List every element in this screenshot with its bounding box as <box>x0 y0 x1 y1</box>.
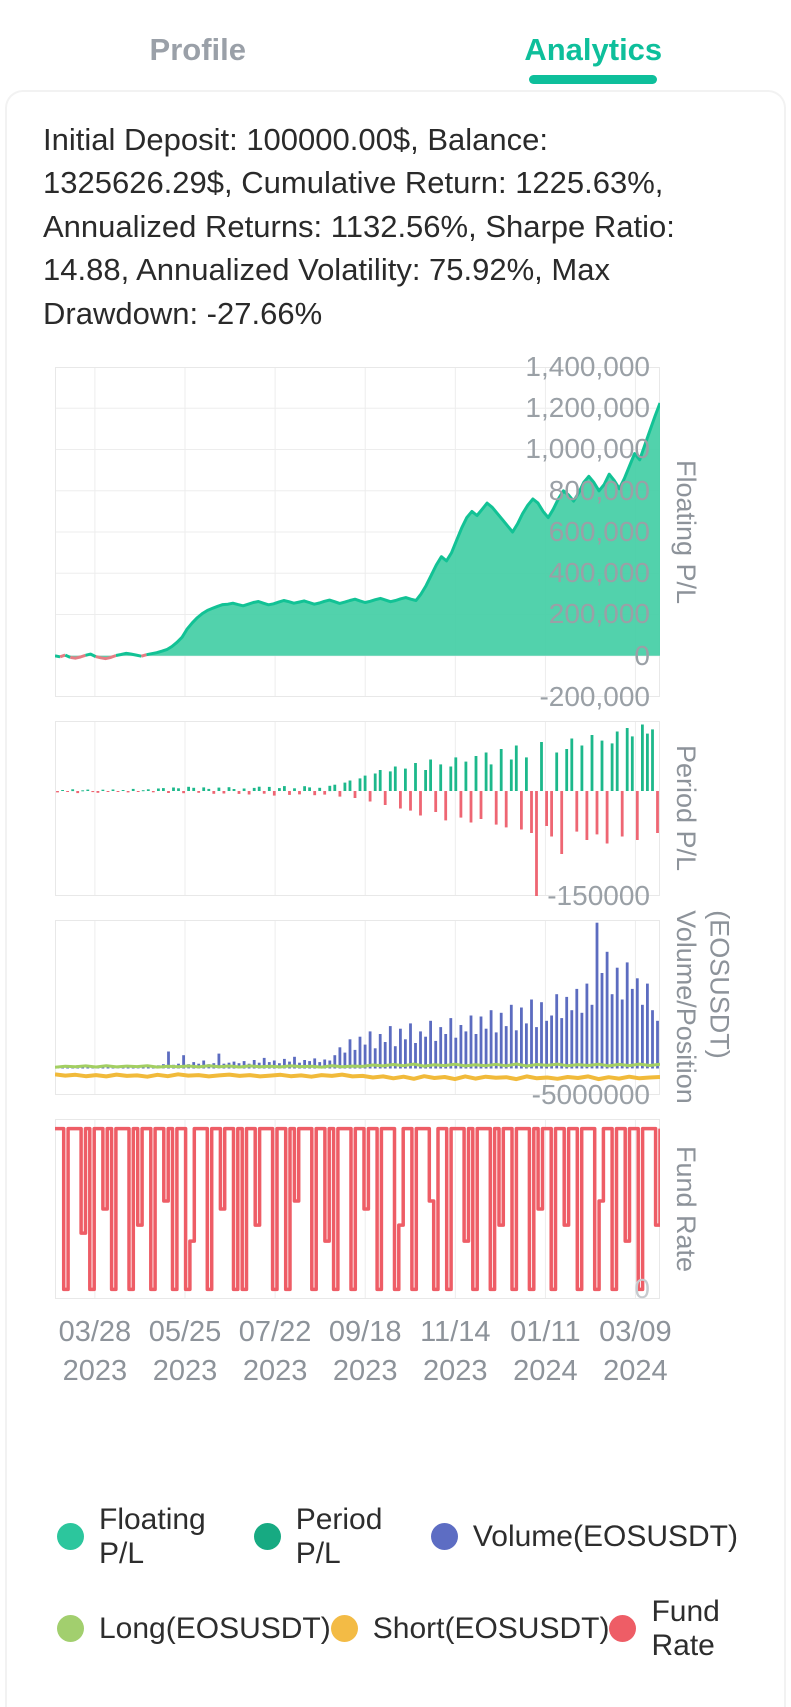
legend-item-period-p-l[interactable]: Period P/L <box>254 1503 431 1571</box>
active-tab-underline <box>529 75 657 84</box>
legend-item-short-eosusdt-[interactable]: Short(EOSUSDT) <box>331 1595 610 1663</box>
y-tick-label: 1,200,000 <box>525 392 650 424</box>
y-tick-label: 1,400,000 <box>525 351 650 383</box>
legend-label: Floating P/L <box>99 1503 254 1571</box>
tab-analytics[interactable]: Analytics <box>396 32 791 68</box>
y-tick-label: -200,000 <box>539 681 650 713</box>
legend-dot <box>57 1615 84 1642</box>
y-tick-label: 600,000 <box>549 516 650 548</box>
tab-profile[interactable]: Profile <box>0 32 396 68</box>
legend-label: Period P/L <box>296 1503 431 1571</box>
legend-label: Fund Rate <box>651 1595 738 1663</box>
tab-profile-label: Profile <box>150 32 246 67</box>
legend-dot <box>57 1523 84 1550</box>
legend-label: Short(EOSUSDT) <box>373 1612 610 1646</box>
legend-dot <box>331 1615 358 1642</box>
y-tick-label: 400,000 <box>549 557 650 589</box>
tab-analytics-label: Analytics <box>524 32 662 67</box>
chart-fund-rate: 0 Fund Rate <box>55 1119 660 1299</box>
legend-dot <box>431 1523 458 1550</box>
chart-volume-position: -5000000 Volume/Position(EOSUSDT) <box>55 920 660 1095</box>
legend-dot <box>254 1523 281 1550</box>
legend-row-1: Floating P/L Period P/L Volume(EOSUSDT) <box>57 1503 738 1571</box>
y-tick-label: -5000000 <box>532 1079 650 1111</box>
floating-pl-axis-title: Floating P/L <box>668 460 702 604</box>
y-tick-label: 0 <box>634 1273 650 1305</box>
y-tick-label: 1,000,000 <box>525 433 650 465</box>
legend-dot <box>609 1615 636 1642</box>
chart-legend: Floating P/L Period P/L Volume(EOSUSDT) Lo… <box>7 1503 784 1663</box>
tab-bar: Profile Analytics <box>0 0 791 90</box>
y-tick-label: -150000 <box>547 880 650 912</box>
period-pl-axis-title: Period P/L <box>668 745 702 871</box>
volume-position-axis-title: Volume/Position(EOSUSDT) <box>668 911 736 1105</box>
volume-position-plot <box>55 920 660 1095</box>
fund-rate-axis-title: Fund Rate <box>668 1146 702 1272</box>
y-tick-label: 0 <box>634 640 650 672</box>
legend-label: Volume(EOSUSDT) <box>473 1520 738 1554</box>
legend-row-2: Long(EOSUSDT) Short(EOSUSDT) Fund Rate <box>57 1595 738 1663</box>
chart-period-pl: -150000 Period P/L <box>55 721 660 896</box>
legend-item-long-eosusdt-[interactable]: Long(EOSUSDT) <box>57 1595 331 1663</box>
fund-rate-plot <box>55 1119 660 1299</box>
legend-item-floating-p-l[interactable]: Floating P/L <box>57 1503 254 1571</box>
period-pl-plot <box>55 721 660 896</box>
legend-label: Long(EOSUSDT) <box>99 1612 331 1646</box>
y-tick-label: 800,000 <box>549 475 650 507</box>
y-tick-label: 200,000 <box>549 598 650 630</box>
account-summary-text: Initial Deposit: 100000.00$, Balance: 13… <box>7 92 784 339</box>
analytics-card: Initial Deposit: 100000.00$, Balance: 13… <box>5 90 786 1707</box>
legend-item-volume-eosusdt-[interactable]: Volume(EOSUSDT) <box>431 1503 738 1571</box>
legend-item-fund-rate[interactable]: Fund Rate <box>609 1595 738 1663</box>
